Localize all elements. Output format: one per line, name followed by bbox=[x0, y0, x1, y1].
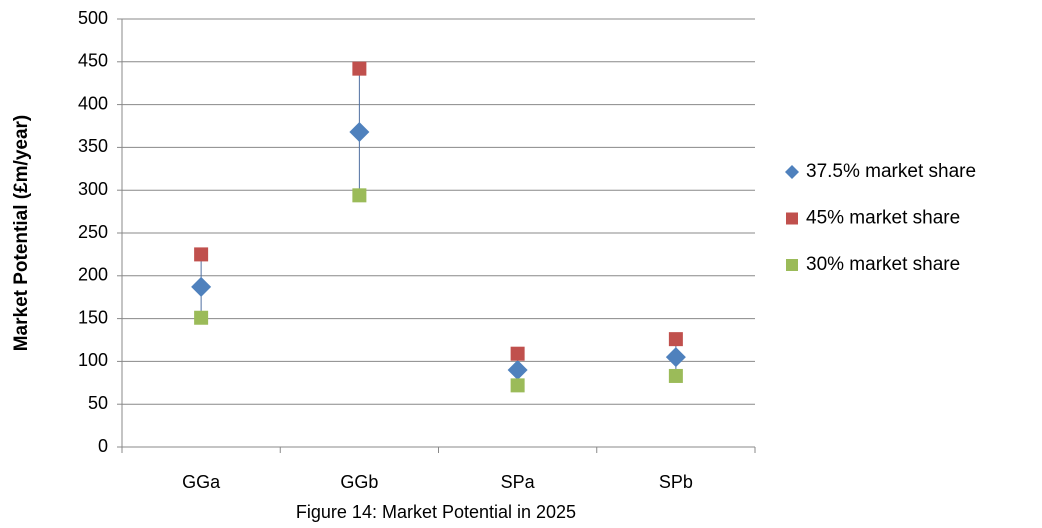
legend-label: 45% market share bbox=[806, 208, 960, 229]
marker-square bbox=[352, 61, 367, 76]
x-tick-label: SPb bbox=[659, 472, 693, 492]
x-tick-label: SPa bbox=[501, 472, 536, 492]
legend-label: 30% market share bbox=[806, 254, 960, 275]
marker-square bbox=[194, 247, 209, 262]
marker-square bbox=[510, 346, 525, 361]
marker-diamond bbox=[191, 276, 212, 297]
marker-square bbox=[510, 378, 525, 393]
y-axis-title: Market Potential (£m/year) bbox=[11, 115, 32, 352]
marker-square bbox=[668, 368, 683, 383]
legend-marker bbox=[786, 212, 798, 225]
y-tick-label: 400 bbox=[78, 93, 108, 113]
y-tick-label: 350 bbox=[78, 136, 108, 156]
legend-marker bbox=[785, 165, 799, 179]
y-tick-label: 450 bbox=[78, 51, 108, 71]
caption: Figure 14: Market Potential in 2025 bbox=[296, 502, 576, 522]
marker-diamond bbox=[665, 347, 686, 368]
y-tick-label: 300 bbox=[78, 179, 108, 199]
marker-diamond bbox=[507, 359, 528, 380]
marker-square bbox=[194, 310, 209, 325]
y-tick-label: 50 bbox=[88, 393, 108, 413]
x-tick-label: GGb bbox=[340, 472, 378, 492]
y-tick-label: 100 bbox=[78, 350, 108, 370]
marker-diamond bbox=[349, 121, 370, 142]
y-tick-label: 0 bbox=[98, 436, 108, 456]
y-tick-label: 150 bbox=[78, 307, 108, 327]
y-tick-label: 250 bbox=[78, 222, 108, 242]
y-tick-label: 500 bbox=[78, 8, 108, 28]
x-tick-label: GGa bbox=[182, 472, 221, 492]
legend-label: 37.5% market share bbox=[806, 161, 976, 182]
marker-square bbox=[668, 332, 683, 347]
marker-square bbox=[352, 188, 367, 203]
y-tick-label: 200 bbox=[78, 265, 108, 285]
legend-marker bbox=[786, 259, 798, 271]
